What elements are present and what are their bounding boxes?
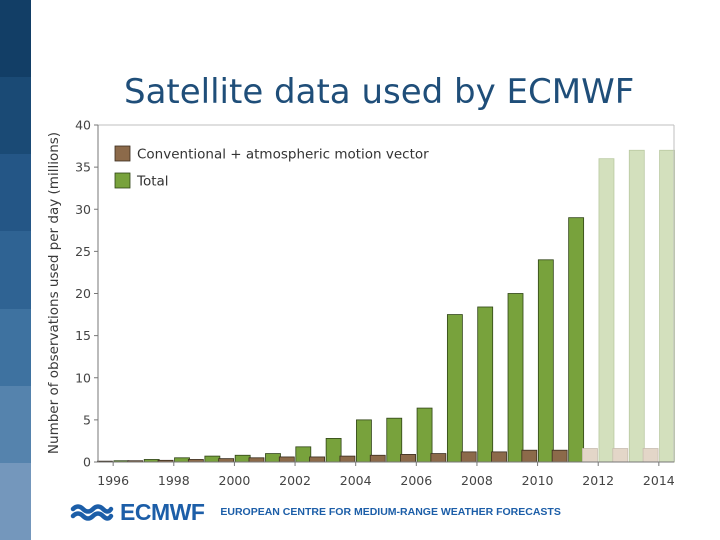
bar-conventional [248, 457, 265, 463]
bar-conventional [582, 448, 598, 463]
footer: ECMWF EUROPEAN CENTRE FOR MEDIUM-RANGE W… [68, 498, 561, 525]
bar-total [659, 149, 675, 463]
x-tick-label: 1996 [97, 473, 129, 488]
bar-conventional [460, 451, 477, 463]
y-axis-label: Number of observations used per day (mil… [46, 132, 62, 454]
y-tick-label: 10 [75, 370, 91, 385]
ecmwf-logo-icon [70, 504, 114, 521]
bar-total [204, 455, 221, 463]
y-tick-label: 30 [75, 202, 91, 217]
bar-conventional [642, 448, 659, 463]
footer-tagline: EUROPEAN CENTRE FOR MEDIUM-RANGE WEATHER… [220, 506, 561, 518]
bar-conventional [521, 449, 538, 463]
logo-text: ECMWF [120, 498, 205, 525]
y-tick-label: 25 [75, 244, 91, 259]
bar-conventional [339, 455, 356, 463]
y-tick-label: 20 [75, 286, 91, 301]
x-tick-label: 2008 [461, 473, 493, 488]
bar-conventional [612, 448, 629, 463]
bar-total [356, 419, 372, 463]
bar-total [265, 453, 281, 463]
stripe-segment [0, 77, 31, 155]
bar-conventional [309, 456, 326, 463]
legend-swatch [114, 145, 131, 162]
stripe-segment [0, 154, 31, 232]
bar-total [234, 454, 251, 463]
bar-total [477, 306, 494, 463]
x-tick-label: 2010 [522, 473, 554, 488]
bar-conventional [278, 456, 295, 463]
legend-label: Conventional + atmospheric motion vector [137, 147, 429, 163]
x-tick-label: 2012 [582, 473, 614, 488]
bar-total [174, 457, 190, 463]
bar-conventional [551, 449, 568, 463]
side-stripe [0, 0, 31, 540]
slide-title: Satellite data used by ECMWF [124, 72, 635, 112]
y-tick-label: 15 [75, 328, 91, 343]
bar-total [568, 217, 585, 463]
y-tick-label: 5 [83, 412, 91, 427]
bar-total [416, 407, 433, 463]
stripe-segment [0, 385, 31, 463]
stripe-segment [0, 462, 31, 540]
stripe-segment [0, 231, 31, 309]
bar-conventional [491, 451, 507, 463]
legend-swatch [114, 172, 131, 189]
y-tick-label: 40 [75, 118, 91, 133]
bar-total [507, 293, 524, 463]
legend-label: Total [136, 174, 169, 190]
bar-total [598, 158, 615, 463]
bar-total [295, 446, 312, 463]
bar-total [446, 314, 463, 463]
x-tick-label: 2000 [219, 473, 251, 488]
x-tick-label: 2006 [400, 473, 432, 488]
bar-conventional [369, 454, 386, 463]
stripe-segment [0, 0, 31, 78]
x-tick-label: 2002 [279, 473, 311, 488]
bar-total [325, 438, 342, 463]
bar-conventional [430, 453, 447, 463]
stripe-segment [0, 308, 31, 386]
x-tick-label: 1998 [158, 473, 190, 488]
bar-conventional [400, 454, 416, 463]
bar-total [628, 149, 645, 463]
x-tick-label: 2004 [340, 473, 372, 488]
bar-total [537, 259, 554, 463]
y-tick-label: 0 [83, 455, 91, 470]
y-tick-label: 35 [75, 160, 91, 175]
bar-conventional [218, 458, 235, 463]
x-tick-label: 2014 [643, 473, 675, 488]
bar-total [386, 417, 403, 463]
